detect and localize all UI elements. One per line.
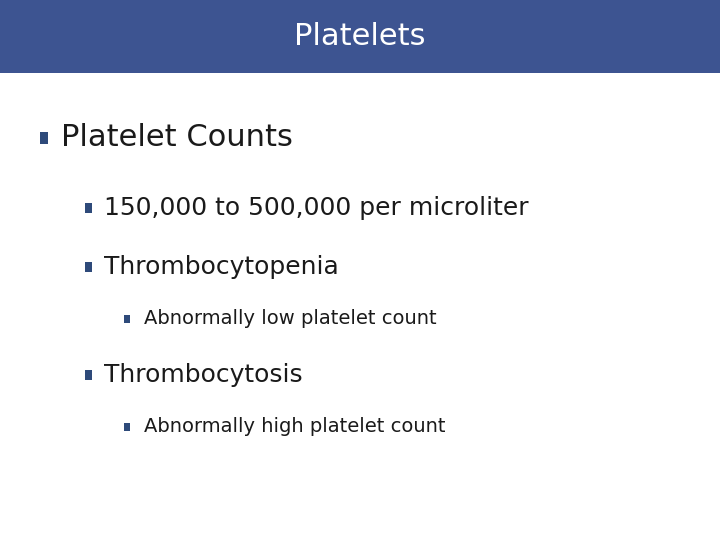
- Bar: [85, 262, 92, 272]
- Bar: [124, 422, 130, 431]
- Text: Thrombocytosis: Thrombocytosis: [104, 363, 303, 387]
- Text: 150,000 to 500,000 per microliter: 150,000 to 500,000 per microliter: [104, 196, 529, 220]
- Bar: [85, 203, 92, 213]
- Text: Platelets: Platelets: [294, 22, 426, 51]
- Text: Platelet Counts: Platelet Counts: [61, 123, 293, 152]
- Text: Abnormally high platelet count: Abnormally high platelet count: [144, 417, 446, 436]
- Text: Abnormally low platelet count: Abnormally low platelet count: [144, 309, 436, 328]
- Bar: [85, 370, 92, 380]
- Bar: [124, 314, 130, 322]
- Bar: [40, 132, 48, 144]
- Text: Thrombocytopenia: Thrombocytopenia: [104, 255, 339, 279]
- Bar: [0, 0, 720, 73]
